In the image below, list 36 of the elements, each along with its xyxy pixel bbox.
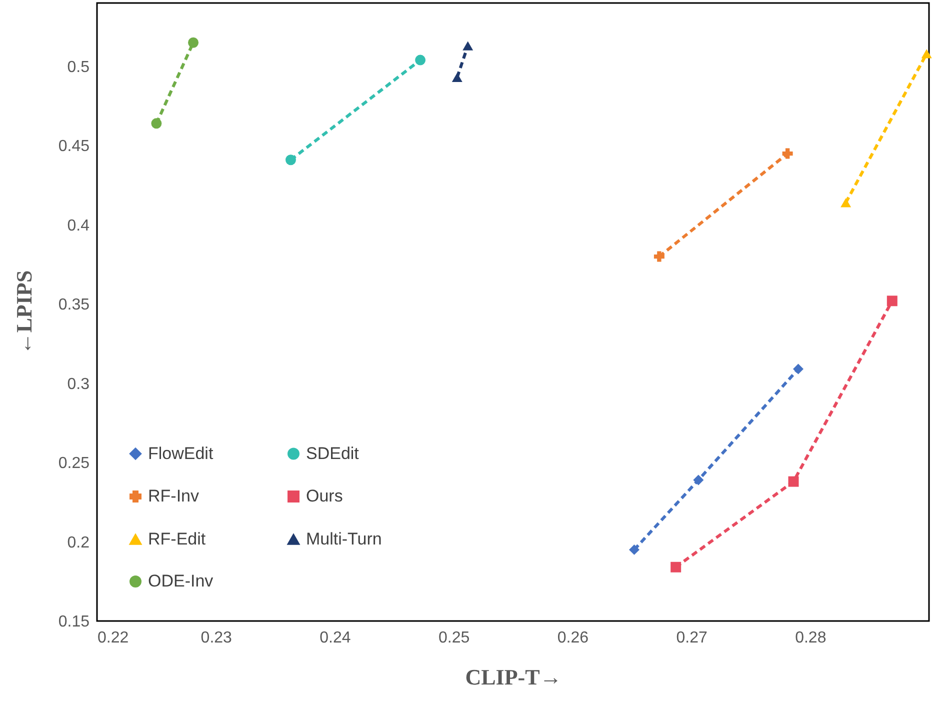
legend-label: Ours	[306, 486, 343, 506]
legend-label: RF-Edit	[148, 530, 206, 548]
x-tick-label: 0.22	[98, 630, 129, 646]
legend-label: Multi-Turn	[306, 530, 382, 548]
y-tick-label: 0.2	[67, 534, 90, 552]
point	[188, 37, 199, 48]
y-tick-label: 0.45	[58, 138, 90, 156]
point	[670, 562, 682, 572]
point	[693, 474, 704, 486]
y-tick-label: 0.3	[67, 376, 90, 393]
point	[793, 364, 804, 374]
point	[415, 54, 426, 66]
x-tick-label: 0.24	[320, 630, 351, 646]
x-tick-label: 0.28	[795, 630, 826, 646]
point	[886, 296, 898, 306]
point	[285, 154, 296, 166]
legend-label: ODE-Inv	[148, 572, 214, 590]
point	[782, 148, 793, 159]
x-tick-label: 0.23	[200, 630, 232, 646]
y-tick-label: 0.25	[58, 455, 90, 472]
point	[788, 476, 799, 487]
legend-label: SDEdit	[306, 444, 360, 463]
y-tick-label: 0.35	[58, 296, 90, 314]
legend-label: FlowEdit	[148, 444, 214, 463]
point	[654, 251, 664, 262]
y-tick-label: 0.15	[58, 614, 90, 630]
x-tick-label: 0.26	[557, 630, 589, 646]
y-tick-label: 0.5	[67, 58, 90, 76]
y-tick-label: 0.4	[67, 217, 90, 234]
x-tick-label: 0.27	[676, 630, 708, 646]
x-tick-label: 0.25	[438, 630, 470, 646]
x-axis-title: CLIP-T→	[465, 664, 562, 690]
point	[151, 118, 162, 129]
y-axis-title: ←LPIPS	[11, 270, 36, 355]
point	[628, 544, 640, 555]
legend-label: RF-Inv	[148, 486, 200, 506]
